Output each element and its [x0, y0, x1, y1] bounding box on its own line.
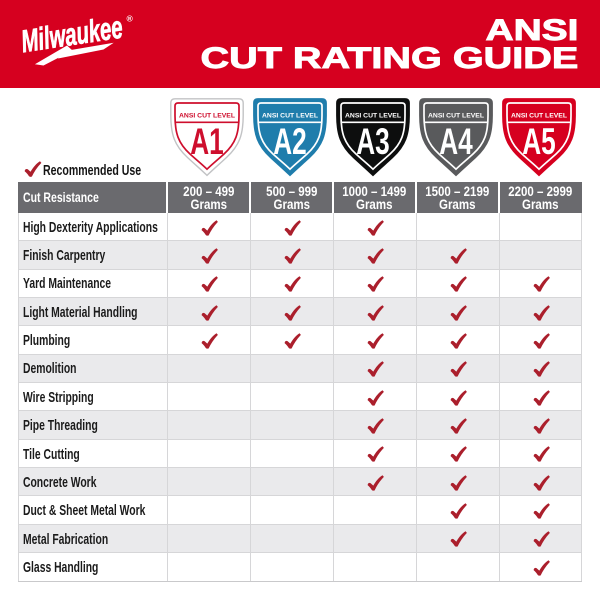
svg-text:A2: A2 [273, 121, 307, 162]
svg-text:A3: A3 [356, 121, 390, 162]
svg-text:ANSI CUT LEVEL: ANSI CUT LEVEL [179, 112, 235, 119]
svg-text:®: ® [127, 14, 134, 24]
svg-text:A4: A4 [439, 121, 473, 162]
svg-text:A5: A5 [522, 121, 556, 162]
svg-text:ANSI CUT LEVEL: ANSI CUT LEVEL [262, 112, 318, 119]
svg-text:ANSI CUT LEVEL: ANSI CUT LEVEL [511, 112, 567, 119]
svg-text:A1: A1 [190, 121, 224, 162]
svg-text:ANSI CUT LEVEL: ANSI CUT LEVEL [345, 112, 401, 119]
svg-text:ANSI CUT LEVEL: ANSI CUT LEVEL [428, 112, 484, 119]
